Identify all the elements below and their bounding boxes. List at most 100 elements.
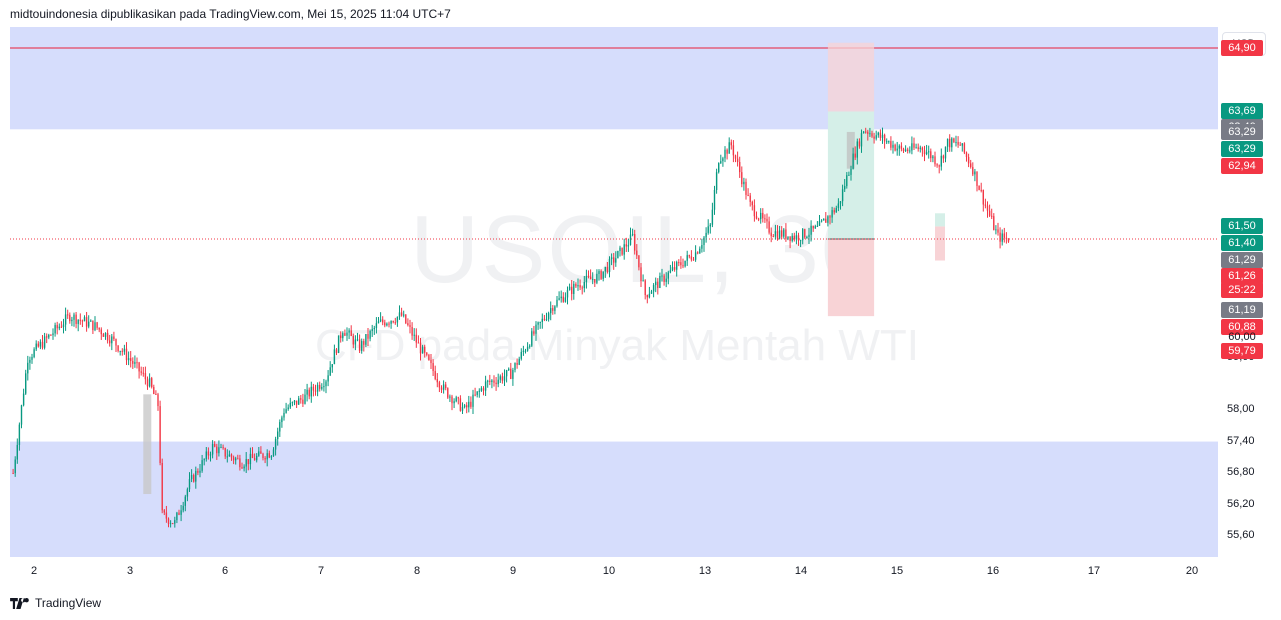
candle-body bbox=[468, 401, 470, 408]
candle-body bbox=[1001, 233, 1003, 242]
candle-body bbox=[739, 162, 741, 173]
candle-body bbox=[209, 454, 212, 456]
chart-pane[interactable]: USOIL, 30 CFD pada Minyak Mentah WTI bbox=[10, 27, 1218, 557]
candle-body bbox=[50, 334, 52, 336]
candle-body bbox=[646, 295, 648, 298]
candle-body bbox=[258, 451, 260, 456]
candle-body bbox=[505, 370, 508, 377]
supply-zone bbox=[10, 27, 1218, 130]
candle-body bbox=[959, 144, 961, 146]
candle-body bbox=[751, 201, 753, 206]
candle-body bbox=[323, 386, 325, 388]
candle-body bbox=[77, 319, 79, 324]
candlestick-chart[interactable] bbox=[10, 27, 1218, 557]
candle-body bbox=[919, 147, 921, 149]
candle-body bbox=[554, 306, 556, 311]
candle-body bbox=[159, 406, 161, 464]
candle-body bbox=[123, 348, 126, 352]
candle-body bbox=[720, 161, 722, 164]
candle-body bbox=[923, 150, 926, 155]
candle-body bbox=[955, 141, 957, 143]
candle-body bbox=[249, 453, 252, 465]
candle-body bbox=[682, 265, 684, 267]
candle-body bbox=[390, 321, 392, 324]
candle-body bbox=[16, 444, 18, 460]
candle-body bbox=[487, 380, 489, 382]
candle-body bbox=[174, 520, 176, 524]
candle-body bbox=[476, 391, 478, 395]
candle-body bbox=[894, 144, 896, 151]
candle-body bbox=[41, 341, 44, 348]
candle-body bbox=[302, 399, 304, 404]
price-tick-label: 56,20 bbox=[1227, 497, 1255, 510]
candle-body bbox=[642, 280, 644, 282]
candle-body bbox=[470, 401, 472, 407]
time-tick-label: 2 bbox=[30, 565, 38, 577]
candle-body bbox=[176, 512, 178, 521]
candle-body bbox=[230, 454, 233, 458]
candle-body bbox=[940, 155, 942, 167]
candle-body bbox=[684, 260, 686, 267]
candle-body bbox=[799, 240, 802, 242]
candle-body bbox=[747, 194, 749, 196]
candle-body bbox=[512, 370, 514, 379]
candle-body bbox=[652, 285, 655, 292]
candle-body bbox=[216, 446, 218, 454]
time-tick-label: 8 bbox=[413, 565, 421, 577]
candle-body bbox=[692, 259, 695, 261]
candle-body bbox=[426, 352, 428, 355]
candle-body bbox=[531, 331, 533, 346]
candle-body bbox=[556, 299, 558, 307]
candle-body bbox=[447, 388, 449, 398]
candle-body bbox=[917, 147, 919, 149]
candle-body bbox=[925, 152, 928, 155]
candle-body bbox=[161, 463, 163, 511]
candle-body bbox=[495, 382, 497, 385]
candle-body bbox=[873, 136, 875, 139]
price-tag: 61,19 bbox=[1221, 302, 1263, 319]
candle-body bbox=[272, 449, 275, 457]
candle-body bbox=[369, 330, 371, 339]
candle-body bbox=[83, 317, 86, 322]
candle-body bbox=[354, 339, 357, 345]
candle-body bbox=[898, 145, 900, 149]
time-tick-label: 10 bbox=[602, 565, 616, 577]
candle-body bbox=[963, 143, 966, 153]
candle-body bbox=[816, 225, 819, 227]
candle-body bbox=[480, 388, 483, 391]
candle-body bbox=[482, 388, 485, 391]
candle-body bbox=[109, 340, 111, 344]
candle-body bbox=[848, 174, 850, 176]
candle-body bbox=[997, 229, 999, 233]
candle-body bbox=[995, 229, 997, 231]
candle-body bbox=[146, 379, 149, 387]
candle-body bbox=[965, 152, 968, 157]
position-upper-shade bbox=[827, 42, 875, 112]
candle-body bbox=[514, 363, 516, 371]
candle-body bbox=[904, 149, 907, 152]
candle-body bbox=[73, 314, 75, 320]
candle-body bbox=[132, 360, 134, 364]
candle-body bbox=[957, 141, 959, 145]
candle-body bbox=[184, 496, 186, 506]
candle-body bbox=[547, 313, 550, 320]
candle-body bbox=[871, 133, 873, 137]
tradingview-footer: TradingView bbox=[10, 596, 101, 610]
candle-body bbox=[944, 146, 947, 159]
candle-body bbox=[835, 207, 837, 213]
gap-marker bbox=[143, 394, 152, 495]
candle-body bbox=[634, 234, 636, 251]
candle-body bbox=[285, 409, 287, 413]
candle-body bbox=[726, 149, 728, 154]
candle-body bbox=[453, 401, 455, 404]
candle-body bbox=[522, 350, 525, 352]
candle-body bbox=[455, 397, 457, 402]
candle-body bbox=[60, 326, 63, 328]
candle-body bbox=[776, 231, 779, 239]
candle-body bbox=[430, 359, 432, 364]
candle-body bbox=[907, 149, 909, 151]
candle-body bbox=[319, 384, 321, 389]
candle-body bbox=[524, 350, 527, 352]
candle-body bbox=[665, 278, 667, 282]
candle-body bbox=[568, 286, 571, 291]
